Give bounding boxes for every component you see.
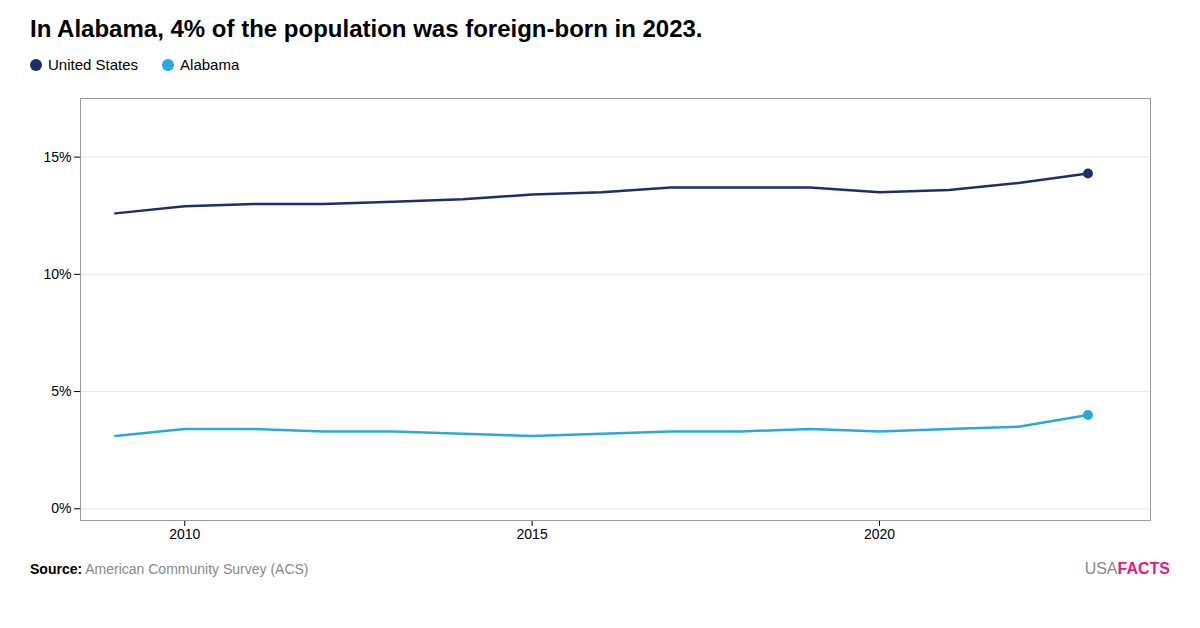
html-text:USA FACTS: USA FACTS bbox=[1084, 560, 1170, 577]
html-text:In Alabama, 4% of the populati: In Alabama, 4% of the population was for… bbox=[30, 15, 703, 42]
svg-text:15%: 15% bbox=[43, 149, 71, 165]
svg-text:10%: 10% bbox=[43, 266, 71, 282]
svg-text:2010: 2010 bbox=[169, 526, 200, 542]
html-text:United States: United States bbox=[48, 56, 139, 73]
svg-text:5%: 5% bbox=[51, 383, 71, 399]
html-text:Source: American Community Sur: Source: American Community Survey (ACS) bbox=[30, 561, 309, 577]
svg-text:2020: 2020 bbox=[864, 526, 895, 542]
svg-text:2015: 2015 bbox=[517, 526, 548, 542]
svg-text:0%: 0% bbox=[51, 500, 71, 516]
html-text:Alabama: Alabama bbox=[180, 56, 240, 73]
